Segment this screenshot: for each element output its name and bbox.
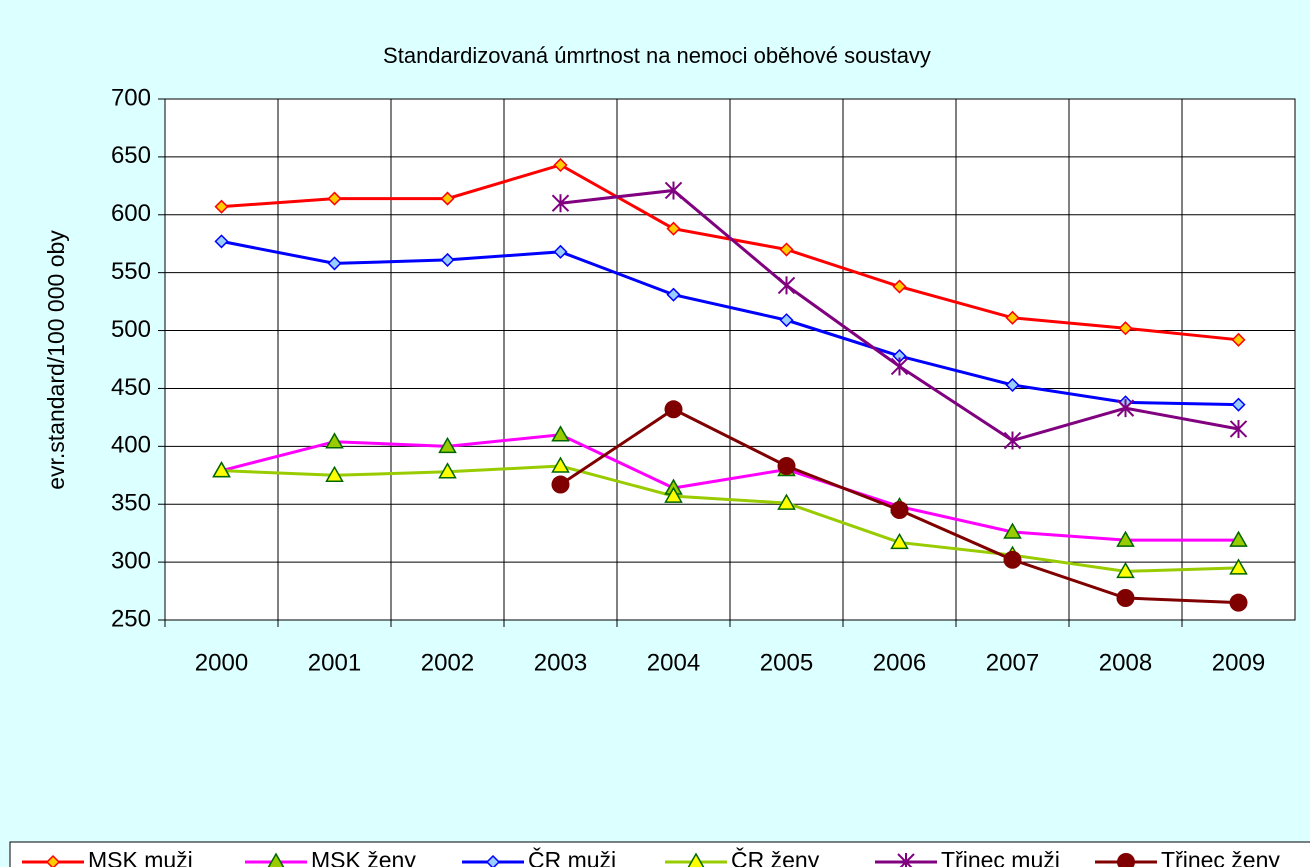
series-marker <box>214 234 229 249</box>
x-tick-label: 2005 <box>760 649 813 676</box>
y-tick-label: 600 <box>111 200 151 227</box>
x-tick-label: 2003 <box>534 649 587 676</box>
series-marker <box>1229 558 1248 575</box>
series-marker <box>551 475 570 494</box>
series-marker <box>1116 530 1135 547</box>
y-tick-label: 250 <box>111 605 151 632</box>
series-marker <box>892 279 907 294</box>
series-marker <box>890 357 909 376</box>
legend-label: ČR muži <box>528 846 616 867</box>
legend-marker <box>687 852 705 867</box>
series-marker <box>214 199 229 214</box>
series-marker <box>440 191 455 206</box>
series-marker <box>325 432 344 449</box>
x-tick-label: 2007 <box>986 649 1039 676</box>
series-marker <box>551 194 570 213</box>
series-marker <box>666 221 681 236</box>
series-marker <box>779 313 794 328</box>
series-marker <box>1003 522 1022 539</box>
series-marker <box>664 400 683 419</box>
series-marker <box>551 425 570 442</box>
x-tick-label: 2000 <box>195 649 248 676</box>
y-tick-label: 500 <box>111 316 151 343</box>
legend-label: ČR ženy <box>731 846 820 867</box>
series-marker <box>1229 419 1248 438</box>
series-marker <box>1229 593 1248 612</box>
series-marker <box>1116 589 1135 608</box>
series-marker <box>325 465 344 483</box>
legend-marker <box>45 854 61 867</box>
x-tick-label: 2009 <box>1212 649 1265 676</box>
series-marker <box>890 501 909 520</box>
x-tick-label: 2001 <box>308 649 361 676</box>
series-marker <box>664 181 683 200</box>
y-tick-label: 450 <box>111 374 151 401</box>
series-marker <box>777 493 796 510</box>
series-marker <box>777 276 796 295</box>
legend-marker <box>267 852 285 867</box>
legend-label: Třinec ženy <box>1161 847 1280 867</box>
x-tick-label: 2006 <box>873 649 926 676</box>
y-tick-label: 400 <box>111 432 151 459</box>
series-marker <box>777 457 796 476</box>
series-line <box>221 464 1239 573</box>
series-marker <box>1116 399 1135 418</box>
y-tick-label: 300 <box>111 547 151 574</box>
legend-label: MSK ženy <box>311 847 416 867</box>
legend-box <box>9 841 1310 867</box>
series-marker <box>1116 561 1135 579</box>
legend-marker <box>1117 853 1135 867</box>
series-marker <box>1231 397 1246 412</box>
chart-title: Standardizovaná úmrtnost na nemoci oběho… <box>383 43 931 68</box>
x-tick-label: 2002 <box>421 649 474 676</box>
series-marker <box>551 456 570 473</box>
series-marker <box>1118 321 1133 336</box>
series-line <box>221 433 1239 542</box>
x-tick-label: 2004 <box>647 649 700 676</box>
series-marker <box>779 242 794 257</box>
legend-marker <box>897 853 915 867</box>
series-marker <box>1229 530 1248 547</box>
x-tick-label: 2008 <box>1099 649 1152 676</box>
series-marker <box>327 191 342 206</box>
series-marker <box>1003 431 1022 450</box>
y-tick-label: 350 <box>111 490 151 517</box>
series-marker <box>327 256 342 271</box>
series-marker <box>212 461 231 478</box>
series-marker <box>553 157 568 173</box>
series-marker <box>664 486 683 503</box>
y-tick-label: 550 <box>111 258 151 285</box>
y-tick-label: 650 <box>111 142 151 169</box>
series-marker <box>1231 332 1246 347</box>
plot-border <box>164 98 1296 621</box>
y-tick-label: 700 <box>111 84 151 111</box>
legend-label: Třinec muži <box>941 847 1060 867</box>
series-marker <box>1003 550 1022 569</box>
y-axis-label: evr.standard/100 000 oby <box>43 230 69 490</box>
series-marker <box>438 436 457 454</box>
series-marker <box>440 252 455 267</box>
series-marker <box>666 287 681 302</box>
series-marker <box>438 462 457 479</box>
series-marker <box>553 244 568 259</box>
series-marker <box>890 532 909 550</box>
series-marker <box>1005 377 1020 393</box>
legend-marker <box>485 854 501 867</box>
legend-label: MSK muži <box>88 847 193 867</box>
series-marker <box>1005 310 1020 325</box>
series-line <box>221 239 1239 407</box>
